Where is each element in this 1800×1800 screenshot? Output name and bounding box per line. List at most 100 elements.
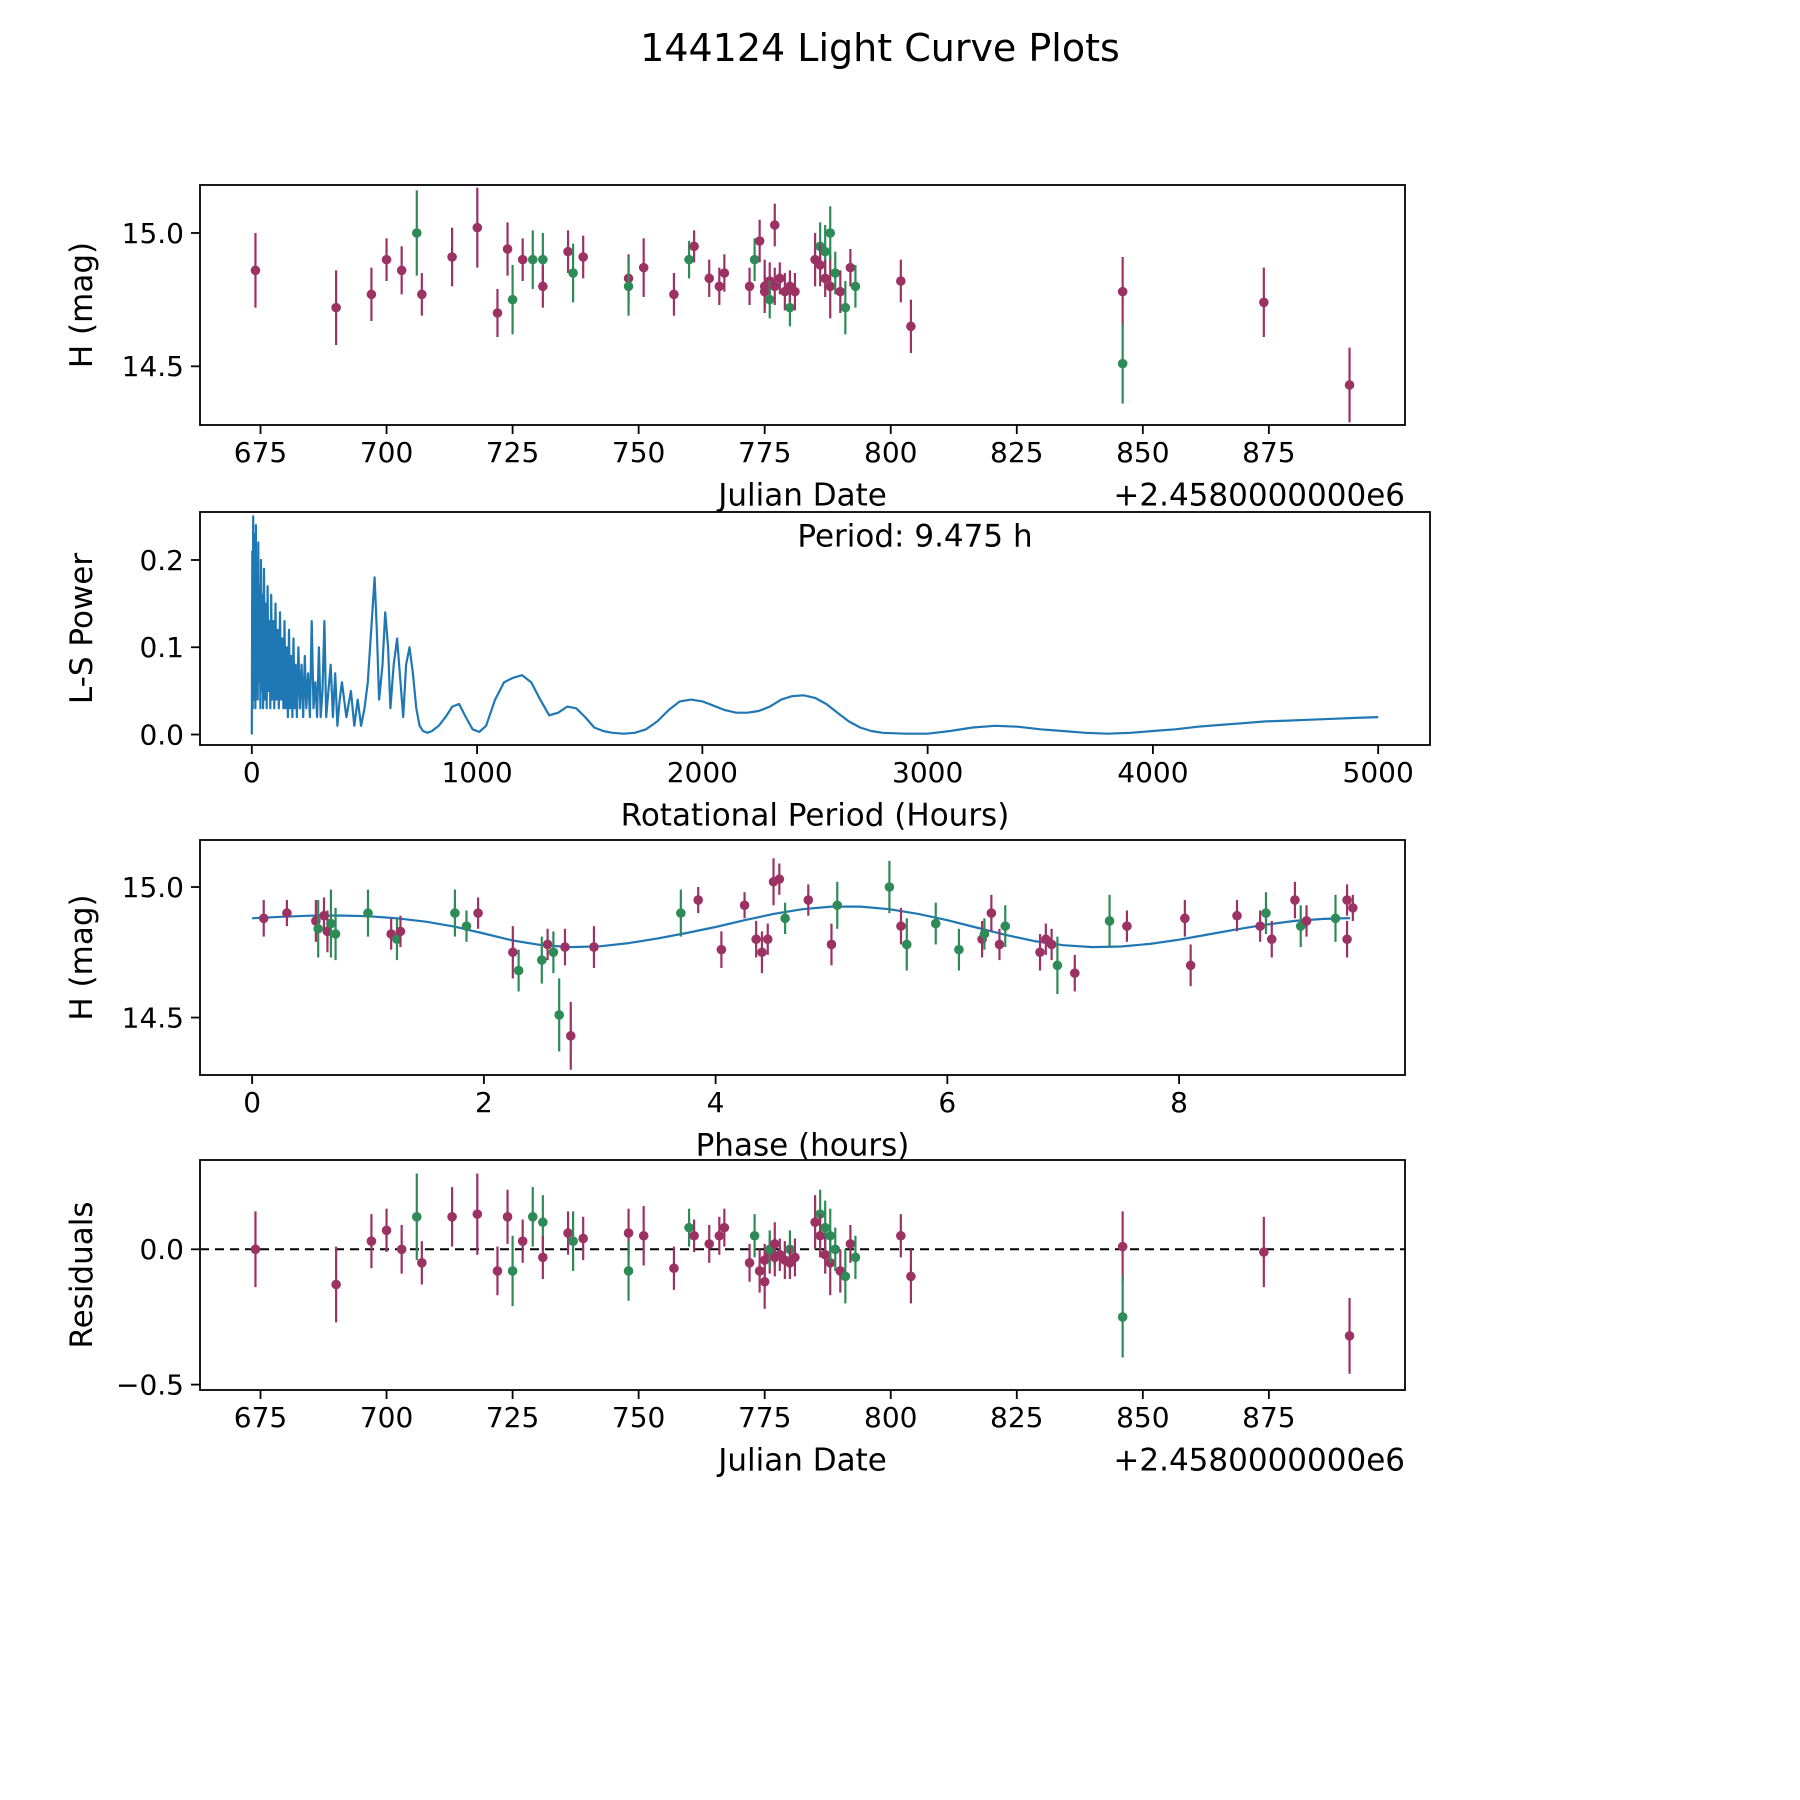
data-point: [578, 252, 588, 262]
data-point: [1117, 286, 1128, 297]
data-point: [820, 1249, 830, 1260]
x-tick-label: 875: [1242, 1401, 1295, 1434]
residuals-ylabel: Residuals: [64, 1201, 100, 1348]
data-point: [513, 965, 524, 976]
data-point: [473, 908, 483, 918]
lightcurve-points: [250, 187, 1355, 423]
phase-xlabel: Phase (hours): [696, 1127, 910, 1163]
data-point: [366, 289, 377, 300]
data-point: [507, 294, 518, 305]
data-point: [1117, 1241, 1128, 1252]
data-point: [517, 1236, 528, 1246]
data-point: [790, 286, 800, 297]
x-tick-label: 3000: [892, 756, 963, 789]
data-point: [820, 273, 830, 284]
data-point: [363, 908, 373, 918]
data-point: [775, 273, 785, 284]
phase-ylabel: H (mag): [64, 894, 100, 1020]
x-tick-label: 675: [234, 1401, 287, 1434]
data-point: [1330, 913, 1341, 924]
data-point: [589, 942, 599, 952]
data-point: [769, 281, 780, 292]
data-point: [623, 1266, 634, 1276]
data-point: [830, 268, 841, 278]
data-point: [850, 1252, 861, 1263]
data-point: [472, 222, 483, 233]
data-point: [538, 1252, 548, 1263]
data-point: [548, 947, 559, 958]
data-point: [826, 939, 837, 950]
data-point: [901, 939, 912, 950]
data-point: [762, 934, 773, 945]
data-point: [825, 228, 836, 238]
data-point: [1261, 908, 1271, 918]
x-tick-label: 675: [234, 436, 287, 469]
data-point: [676, 908, 686, 918]
data-point: [896, 276, 906, 286]
data-point: [472, 1209, 483, 1219]
lightcurve-ylabel: H (mag): [64, 242, 100, 368]
x-tick-label: 0: [243, 756, 261, 789]
x-tick-label: 825: [990, 436, 1043, 469]
data-point: [565, 1031, 576, 1041]
x-tick-label: 750: [612, 436, 665, 469]
period-annotation: Period: 9.475 h: [797, 518, 1032, 554]
data-point: [502, 244, 513, 254]
data-point: [930, 918, 941, 929]
data-point: [1052, 960, 1063, 971]
data-point: [554, 1010, 564, 1020]
residuals-points: [250, 1173, 1355, 1374]
data-point: [714, 281, 725, 292]
data-point: [1266, 934, 1277, 945]
data-point: [693, 895, 704, 905]
data-point: [1259, 1247, 1269, 1257]
data-point: [744, 281, 755, 292]
data-point: [326, 918, 336, 929]
data-point: [502, 1212, 513, 1222]
data-point: [537, 955, 547, 965]
data-point: [1232, 910, 1242, 921]
data-point: [719, 1222, 730, 1233]
x-tick-label: 0: [243, 1086, 261, 1119]
data-point: [845, 262, 856, 273]
data-point: [331, 1279, 341, 1290]
data-point: [1344, 1331, 1355, 1341]
figure-title: 144124 Light Curve Plots: [640, 26, 1120, 70]
data-point: [754, 236, 765, 246]
data-point: [785, 302, 795, 313]
data-point: [803, 895, 814, 905]
x-tick-label: 800: [864, 1401, 917, 1434]
data-point: [1259, 297, 1269, 308]
data-point: [896, 921, 906, 931]
data-point: [820, 1222, 830, 1233]
data-point: [1185, 960, 1196, 971]
axes-frame: [199, 511, 1431, 746]
data-point: [825, 281, 836, 292]
data-point: [840, 1271, 851, 1282]
x-tick-label: 775: [738, 436, 791, 469]
y-tick-label: 0.0: [139, 1233, 184, 1266]
data-point: [638, 1230, 649, 1241]
x-tick-label: 725: [486, 436, 539, 469]
y-tick-label: 14.5: [122, 1001, 184, 1034]
sinusoid-fit-curve: [252, 905, 1351, 949]
data-point: [366, 1236, 377, 1246]
data-point: [527, 254, 538, 265]
x-tick-label: 1000: [441, 756, 512, 789]
data-point: [764, 294, 775, 305]
data-point: [411, 228, 422, 238]
x-tick-label: 700: [360, 1401, 413, 1434]
data-point: [884, 882, 895, 892]
data-point: [447, 252, 457, 262]
data-point: [780, 913, 790, 924]
data-point: [417, 1258, 427, 1268]
data-point: [492, 1266, 503, 1276]
data-point: [450, 908, 460, 918]
x-tick-label: 725: [486, 1401, 539, 1434]
periodogram-ylabel: L-S Power: [64, 553, 100, 704]
data-point: [461, 921, 472, 931]
data-point: [689, 241, 699, 252]
data-point: [331, 302, 341, 313]
